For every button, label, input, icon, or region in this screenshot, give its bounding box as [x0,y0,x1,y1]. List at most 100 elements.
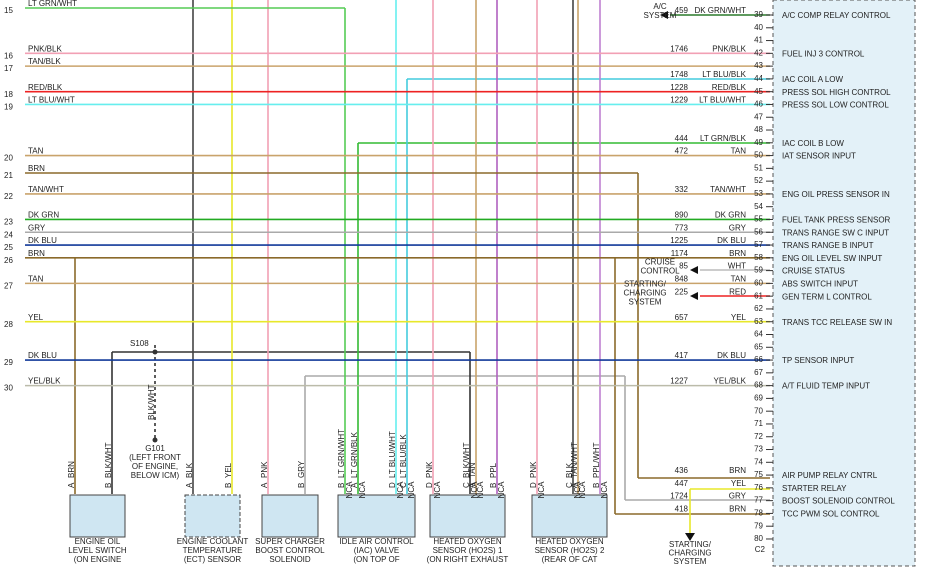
pin-number: 54 [754,202,763,211]
pin-number: 74 [754,457,763,466]
pin-number: 45 [754,87,763,96]
pin-function: IAT SENSOR INPUT [782,152,856,161]
row-number: 30 [4,384,13,393]
pin-number: 53 [754,189,763,198]
pin-function: IAC COIL B LOW [782,139,844,148]
pin-function: TP SENSOR INPUT [782,356,854,365]
wire-label: DK BLU [28,351,57,360]
pin-letter: A [185,482,194,488]
row-number: 20 [4,154,13,163]
wire-label: LT GRN/BLK [350,431,359,478]
circuit-number: 436 [675,466,689,475]
component-label: (REAR OF CAT [542,555,598,564]
pin-number: 68 [754,381,763,390]
wire-label: BRN [28,249,45,258]
pin-letter: A [67,482,76,488]
wire-label: BRN [729,466,746,475]
system-label: SYSTEM [629,297,662,306]
pin-function: TRANS TCC RELEASE SW IN [782,318,892,327]
wire-label: RED/BLK [712,83,747,92]
wire-label: TAN [28,274,44,283]
pin-function: TRANS RANGE B INPUT [782,241,874,250]
wire-label: RED/BLK [28,83,63,92]
pin-function: PRESS SOL HIGH CONTROL [782,88,891,97]
wire-label: DK GRN [715,211,746,220]
wire-label: LT BLU/WHT [699,96,746,105]
wire-label: GRY [729,223,747,232]
wire-label: LT BLU/WHT [28,96,75,105]
pin-letter: B [489,483,498,488]
pin-number: 55 [754,215,763,224]
ground-label: OF ENGINE, [132,462,178,471]
circuit-number: 890 [675,211,689,220]
nca-label: NCA [600,481,609,499]
pin-letter: B [592,483,601,488]
pin-number: 44 [754,74,763,83]
component-box [429,494,506,538]
component-box [531,494,608,538]
pin-number: 79 [754,521,763,530]
circuit-number: 447 [675,479,689,488]
pin-function: CRUISE STATUS [782,267,845,276]
wire-label: GRY [729,492,747,501]
wire-label: PPL [489,462,498,478]
pin-number: 50 [754,151,763,160]
circuit-number: 225 [675,287,689,296]
circuit-number: 657 [675,313,689,322]
row-number: 28 [4,320,13,329]
wire-label: LT BLU/BLK [702,70,746,79]
pin-number: 75 [754,470,763,479]
pin-function: A/C COMP RELAY CONTROL [782,11,891,20]
nca-label: NCA [470,481,479,499]
wire-label: YEL [731,313,747,322]
row-number: 27 [4,281,13,290]
wires [25,0,770,541]
component-box [337,494,416,538]
wire-label: TAN/WHT [28,185,64,194]
pin-number: 63 [754,317,763,326]
nca-label: NCA [345,481,354,499]
component-label: (ECT) SENSOR [184,555,242,564]
pin-number: 61 [754,291,763,300]
wire-label: RED [729,287,746,296]
pin-number: 73 [754,445,763,454]
component-box [69,494,126,538]
circuit-number: 1174 [671,249,689,258]
wire-label: LT GRN/WHT [28,0,77,8]
pin-number: 58 [754,253,763,262]
component-label: HEATED OXYGEN [535,537,604,546]
wire-label: PNK/BLK [28,44,62,53]
pin-letter: D [425,482,434,488]
wire-label: YEL [731,479,747,488]
component-label: (ON RIGHT EXHAUST [427,555,509,564]
nca-label: NCA [497,481,506,499]
row-number: 25 [4,243,13,252]
system-label: CHARGING [623,288,666,297]
system-label: CONTROL [640,267,680,276]
component-label: IDLE AIR CONTROL [339,537,414,546]
nca-label: NCA [573,481,582,499]
wire-label: PNK [425,461,434,478]
component-label: BOOST CONTROL [255,546,325,555]
pin-letter: C [565,482,574,488]
splice-label: S108 [130,339,149,348]
circuit-number: 848 [675,274,689,283]
pin-function: ENG OIL LEVEL SW INPUT [782,254,882,263]
circuit-number: 1724 [670,492,688,501]
pin-number: 41 [754,36,763,45]
wire-label: TAN [468,462,477,478]
component-label: TEMPERATURE [183,546,243,555]
nca-label: NCA [407,481,416,499]
pin-number: 42 [754,48,763,57]
pin-number: 59 [754,266,763,275]
wire-label: BRN [67,461,76,478]
row-number: 23 [4,218,13,227]
wire-label: BLK [565,462,574,478]
pin-number: 43 [754,61,763,70]
ground-label: BELOW ICM) [131,471,180,480]
pin-number: 72 [754,432,763,441]
component-label: (IAC) VALVE [354,546,400,555]
ground-label: (LEFT FRONT [129,453,181,462]
component-label: ENGINE COOLANT [177,537,249,546]
component-label: SOLENOID [269,555,311,564]
